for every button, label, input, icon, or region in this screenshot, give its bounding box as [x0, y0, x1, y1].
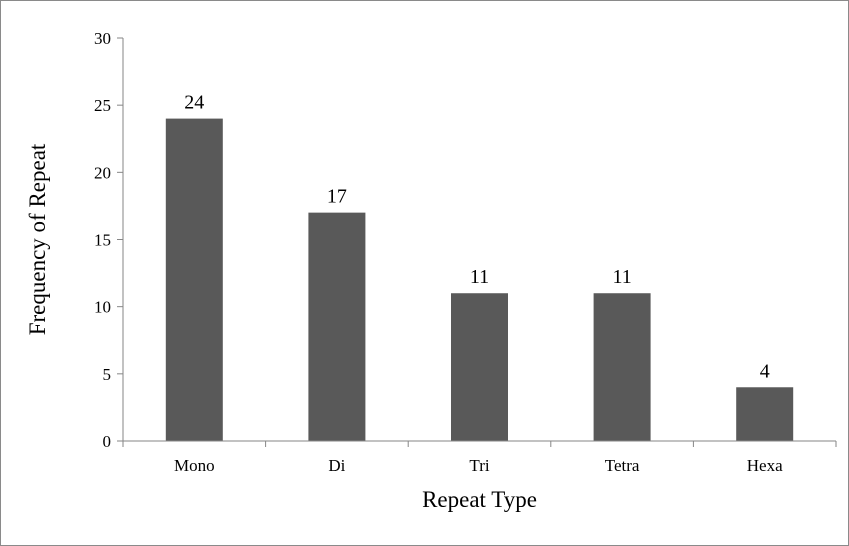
bar-di	[308, 212, 366, 441]
x-ticks-layer: Mono Di Tri Tetra Hexa	[122, 441, 837, 475]
y-ticks-layer: 0 5 10 15 20 25 30	[94, 29, 123, 451]
x-tick-label: Di	[328, 456, 345, 475]
y-tick-label: 20	[94, 163, 111, 182]
y-tick-label: 0	[103, 432, 112, 451]
bar-tetra	[593, 293, 651, 441]
x-tick-label: Mono	[174, 456, 215, 475]
data-labels-layer: 24 17 11 11 4	[184, 92, 769, 383]
bar-tri	[451, 293, 508, 441]
bar-mono	[165, 118, 223, 441]
y-axis-title: Frequency of Repeat	[25, 143, 50, 335]
x-tick-label: Tetra	[605, 456, 640, 475]
data-label-mono: 24	[184, 92, 204, 114]
y-tick-label: 15	[94, 231, 111, 250]
y-tick-label: 10	[94, 298, 111, 317]
bars-layer	[165, 118, 794, 441]
x-tick-label: Tri	[469, 456, 489, 475]
data-label-tri: 11	[470, 266, 489, 288]
y-tick-label: 5	[103, 365, 112, 384]
x-axis-title: Repeat Type	[422, 487, 537, 512]
bar-hexa	[736, 387, 794, 441]
y-tick-label: 30	[94, 29, 111, 48]
data-label-tetra: 11	[612, 266, 631, 288]
x-tick-label: Hexa	[747, 456, 783, 475]
data-label-hexa: 4	[760, 360, 770, 382]
data-label-di: 17	[327, 186, 347, 208]
y-tick-label: 25	[94, 96, 111, 115]
